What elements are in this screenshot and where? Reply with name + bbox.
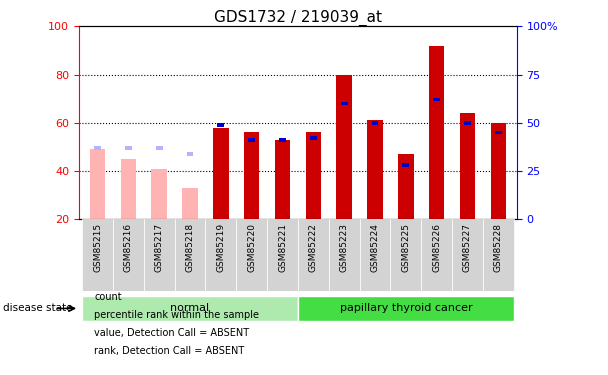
Text: percentile rank within the sample: percentile rank within the sample xyxy=(94,310,259,320)
Title: GDS1732 / 219039_at: GDS1732 / 219039_at xyxy=(214,10,382,26)
Bar xyxy=(275,140,290,219)
Bar xyxy=(340,102,348,105)
Bar xyxy=(213,128,229,219)
Text: GSM85215: GSM85215 xyxy=(93,223,102,272)
Bar xyxy=(248,138,255,142)
Bar xyxy=(402,164,409,167)
Text: GSM85220: GSM85220 xyxy=(247,223,256,272)
Text: GSM85224: GSM85224 xyxy=(370,223,379,272)
Bar xyxy=(298,219,329,291)
Bar xyxy=(113,219,143,291)
Text: GSM85222: GSM85222 xyxy=(309,223,318,272)
Bar xyxy=(371,121,378,124)
Text: GSM85221: GSM85221 xyxy=(278,223,287,272)
Text: GSM85217: GSM85217 xyxy=(154,223,164,272)
Bar xyxy=(206,219,237,291)
Bar xyxy=(82,219,113,291)
Text: GSM85227: GSM85227 xyxy=(463,223,472,272)
Text: GSM85225: GSM85225 xyxy=(401,223,410,272)
Bar xyxy=(491,123,506,219)
Bar xyxy=(125,146,132,150)
Bar xyxy=(429,46,444,219)
Text: rank, Detection Call = ABSENT: rank, Detection Call = ABSENT xyxy=(94,346,244,355)
Bar xyxy=(390,219,421,291)
Text: papillary thyroid cancer: papillary thyroid cancer xyxy=(339,303,472,313)
Bar xyxy=(244,132,260,219)
Text: value, Detection Call = ABSENT: value, Detection Call = ABSENT xyxy=(94,328,249,338)
Text: disease state: disease state xyxy=(3,303,72,313)
Bar xyxy=(367,120,382,219)
Text: normal: normal xyxy=(170,303,210,313)
Text: GSM85228: GSM85228 xyxy=(494,223,503,272)
Bar xyxy=(464,121,471,124)
Bar xyxy=(94,146,101,150)
Bar xyxy=(151,169,167,219)
Bar xyxy=(310,136,317,140)
Bar xyxy=(306,132,321,219)
Bar xyxy=(156,146,163,150)
Bar xyxy=(182,188,198,219)
Text: GSM85223: GSM85223 xyxy=(340,223,348,272)
Bar xyxy=(298,296,514,321)
Bar xyxy=(433,98,440,102)
Bar xyxy=(329,219,359,291)
Bar xyxy=(483,219,514,291)
Text: count: count xyxy=(94,292,122,302)
Bar xyxy=(279,138,286,142)
Bar xyxy=(237,219,267,291)
Text: GSM85226: GSM85226 xyxy=(432,223,441,272)
Bar xyxy=(120,159,136,219)
Bar xyxy=(143,219,174,291)
Bar xyxy=(82,296,298,321)
Bar xyxy=(460,113,475,219)
Text: GSM85218: GSM85218 xyxy=(185,223,195,272)
Bar xyxy=(398,154,413,219)
Bar xyxy=(421,219,452,291)
Bar xyxy=(336,75,352,219)
Text: GSM85216: GSM85216 xyxy=(124,223,133,272)
Bar xyxy=(452,219,483,291)
Bar xyxy=(495,130,502,134)
Bar xyxy=(174,219,206,291)
Bar xyxy=(187,152,193,156)
Text: GSM85219: GSM85219 xyxy=(216,223,226,272)
Bar xyxy=(218,123,224,126)
Bar xyxy=(267,219,298,291)
Bar xyxy=(359,219,390,291)
Bar xyxy=(90,149,105,219)
